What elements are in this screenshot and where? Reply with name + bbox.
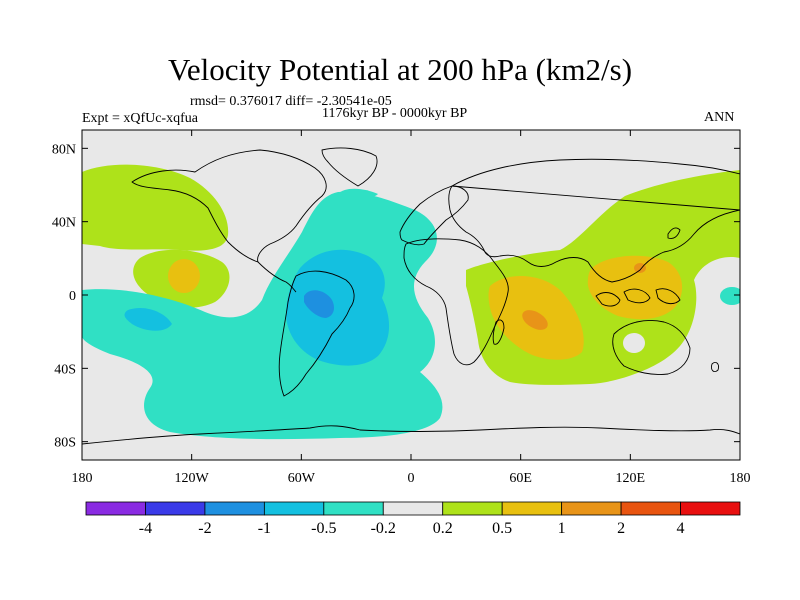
positive-region-north-pacific [82, 164, 229, 251]
colorbar-swatch [263, 501, 325, 516]
x-tick-label: 0 [408, 471, 415, 486]
colorbar-swatch [620, 501, 681, 516]
positive-mid-maritime-continent [587, 255, 683, 320]
colorbar-label: 4 [677, 520, 685, 537]
period-text: 1176kyr BP - 0000kyr BP [322, 106, 468, 121]
coast-australia [612, 320, 691, 375]
coast-north-america [131, 149, 327, 263]
x-tick-label: 180 [730, 471, 751, 486]
colorbar-label: -1 [258, 520, 271, 537]
stats-text: rmsd= 0.376017 diff= -2.30541e-05 [190, 94, 392, 109]
page-title: Velocity Potential at 200 hPa (km2/s) [167, 52, 633, 87]
colorbar-label: -0.5 [311, 520, 336, 537]
colorbar-label: -0.2 [371, 520, 396, 537]
colorbar: -4 -2 -1 -0.5 -0.2 0.2 0.5 1 2 4 [85, 501, 741, 537]
y-tick-label: 80S [54, 436, 76, 451]
colorbar-swatch [323, 501, 384, 516]
x-tick-label: 60E [509, 471, 532, 486]
positive-core-africa [522, 310, 548, 330]
negative-core-south-america [304, 290, 334, 318]
coast-new-zealand [711, 361, 719, 373]
colorbar-label: 2 [617, 520, 625, 537]
colorbar-label: 1 [558, 520, 566, 537]
field-layer [82, 130, 740, 460]
x-axis: 180 120W 60W 0 60E 120E 180 [72, 130, 751, 486]
x-tick-label: 120W [175, 471, 210, 486]
colorbar-swatch [85, 501, 146, 516]
x-tick-label: 180 [72, 471, 93, 486]
positive-core-east-pacific [168, 259, 200, 293]
coast-madagascar [492, 319, 505, 345]
neutral-gap-east-asia [623, 333, 645, 353]
negative-mid-south-america [285, 249, 390, 366]
coast-africa [403, 238, 509, 366]
negative-region-north-atlantic [338, 188, 378, 198]
colorbar-swatch [501, 501, 563, 516]
y-tick-label: 40N [52, 216, 76, 231]
x-tick-label: 60W [288, 471, 316, 486]
colorbar-swatch [680, 501, 741, 516]
colorbar-label: -2 [198, 520, 211, 537]
coastlines [82, 147, 740, 445]
positive-core-asia [634, 263, 646, 273]
y-tick-label: 40S [54, 362, 76, 377]
y-axis: 80N 40N 0 40S 80S [52, 142, 740, 451]
colorbar-swatch [382, 501, 444, 516]
colorbar-swatch [442, 501, 503, 516]
coast-antarctica [82, 425, 740, 445]
y-tick-label: 80N [52, 142, 76, 157]
coast-greenland [321, 147, 378, 187]
colorbar-swatch [561, 501, 622, 516]
colorbar-swatch [204, 501, 265, 516]
y-tick-label: 0 [69, 289, 76, 304]
colorbar-swatch [145, 501, 206, 516]
coast-maritime-continent [595, 288, 681, 307]
season-label: ANN [704, 110, 735, 125]
coast-south-america [278, 270, 355, 397]
coast-central-america [257, 261, 297, 293]
colorbar-label: 0.5 [492, 520, 512, 537]
coast-japan [667, 227, 681, 239]
negative-region-pacific-south [124, 307, 172, 331]
experiment-label: Expt = xQfUc-xqfua [82, 111, 198, 126]
coast-europe [399, 185, 469, 246]
negative-region-west-pacific [720, 287, 740, 305]
coast-asia [448, 158, 740, 283]
colorbar-label: 0.2 [433, 520, 453, 537]
colorbar-label: -4 [139, 520, 152, 537]
x-tick-label: 120E [616, 471, 646, 486]
